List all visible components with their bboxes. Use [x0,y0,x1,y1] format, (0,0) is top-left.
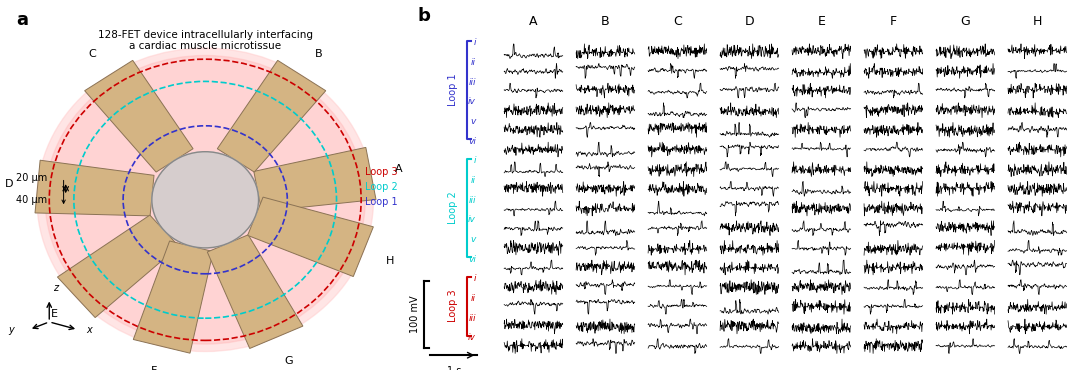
Text: 20 μm: 20 μm [16,172,48,183]
Text: A: A [395,164,403,174]
Polygon shape [133,241,213,353]
Text: i: i [473,157,476,165]
Text: a: a [16,11,28,29]
Text: 128-FET device intracellularly interfacing
a cardiac muscle microtissue: 128-FET device intracellularly interfaci… [97,30,313,51]
Text: b: b [417,7,430,26]
Text: vi: vi [468,137,476,146]
Text: H: H [1032,15,1042,28]
Text: v: v [471,117,476,126]
Text: D: D [4,179,13,189]
Text: iv: iv [468,97,476,106]
Text: G: G [960,15,970,28]
Text: B: B [314,49,322,59]
Circle shape [45,56,365,344]
Text: E: E [818,15,825,28]
Text: E: E [51,309,58,319]
Text: 40 μm: 40 μm [16,195,48,205]
Circle shape [152,152,258,248]
Text: iv: iv [468,215,476,224]
Text: H: H [387,256,394,266]
Polygon shape [254,147,376,212]
Polygon shape [247,197,374,276]
Text: F: F [890,15,896,28]
Text: Loop 2: Loop 2 [447,191,458,224]
Text: ii: ii [471,294,476,303]
Text: Loop 3: Loop 3 [447,290,458,322]
Text: C: C [673,15,681,28]
Text: iii: iii [469,314,476,323]
Text: ii: ii [471,176,476,185]
Polygon shape [57,215,179,317]
Text: vi: vi [468,255,476,263]
Text: ii: ii [471,58,476,67]
Text: Loop 2: Loop 2 [365,182,399,192]
Text: B: B [602,15,610,28]
Text: F: F [151,366,158,370]
Text: z: z [53,283,58,293]
Text: iii: iii [469,196,476,205]
Text: 100 mV: 100 mV [410,296,420,333]
Polygon shape [35,160,154,216]
Text: y: y [9,325,14,335]
Text: iii: iii [469,78,476,87]
Text: A: A [529,15,538,28]
Text: Loop 1: Loop 1 [365,196,399,207]
Text: i: i [473,274,476,283]
Polygon shape [217,60,326,172]
Text: iv: iv [468,333,476,342]
Text: i: i [473,38,476,47]
Text: x: x [86,325,92,335]
Polygon shape [84,60,193,172]
Text: v: v [471,235,476,244]
Circle shape [37,48,374,352]
Text: 1 s: 1 s [447,366,461,370]
Polygon shape [207,235,302,349]
Text: Loop 1: Loop 1 [447,74,458,106]
Text: D: D [744,15,754,28]
Text: C: C [89,49,96,59]
Text: G: G [284,356,293,366]
Text: Loop 3: Loop 3 [365,167,399,177]
